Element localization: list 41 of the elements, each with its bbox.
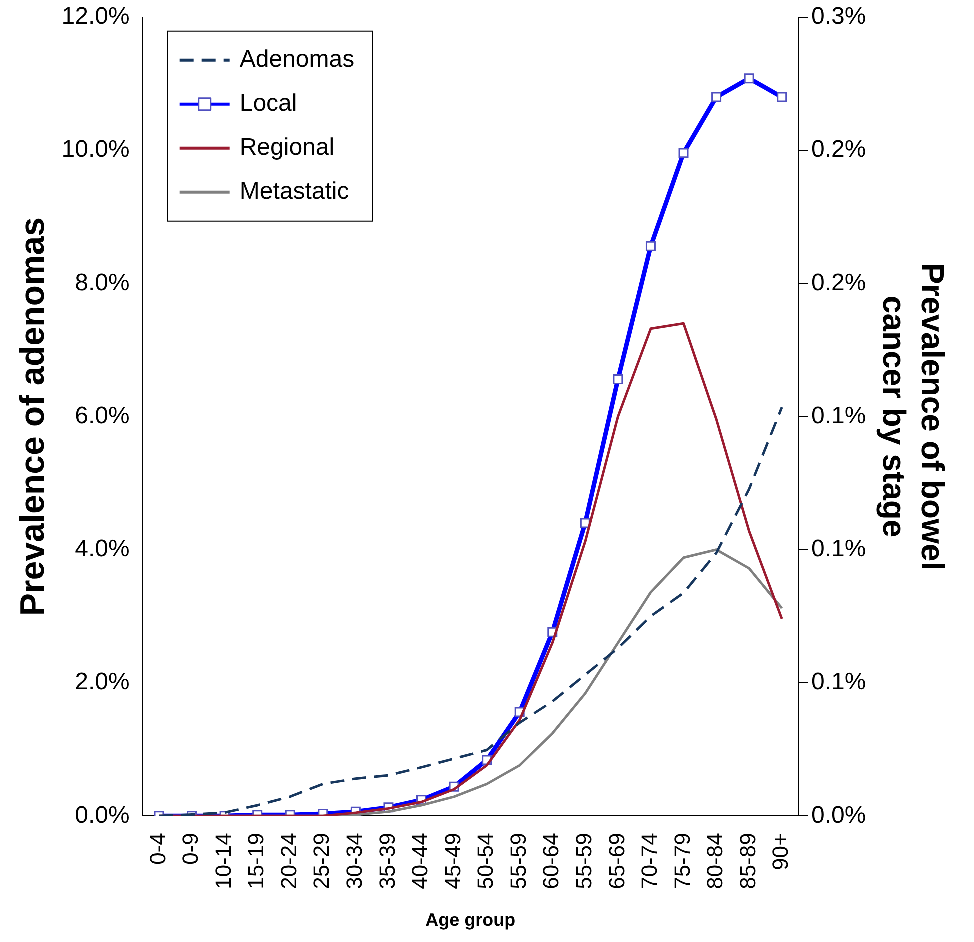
- legend-label: Local: [240, 90, 298, 118]
- y-tick-label: 12.0%: [62, 3, 130, 30]
- x-tick-label: 80-84: [702, 833, 728, 890]
- x-tick-label: 50-54: [473, 833, 498, 890]
- y2-tick-label: 0.2%: [811, 136, 866, 164]
- legend-label: Regional: [240, 134, 335, 162]
- y-tick-label: 8.0%: [75, 269, 130, 296]
- x-tick-label: 35-39: [374, 833, 400, 890]
- legend-label: Adenomas: [240, 46, 355, 74]
- x-tick-label: 70-74: [637, 833, 662, 890]
- x-tick-label: 55-59: [571, 833, 596, 890]
- x-tick-label: 25-29: [309, 833, 334, 890]
- x-tick-label: 55-59: [506, 833, 531, 890]
- x-tick-label: 60-64: [538, 833, 564, 890]
- y2-tick-label: 0.1%: [811, 668, 866, 696]
- x-tick-label: 45-49: [440, 833, 466, 890]
- y-tick-label: 2.0%: [75, 668, 130, 696]
- x-tick-label: 85-89: [735, 833, 760, 890]
- y-tick-label: 10.0%: [62, 136, 130, 164]
- x-tick-label: 15-19: [244, 833, 269, 890]
- x-tick-label: 20-24: [276, 833, 302, 890]
- x-tick-label: 10-14: [210, 833, 236, 890]
- y-tick-label: 6.0%: [75, 402, 130, 430]
- x-tick-label: 65-69: [604, 833, 630, 890]
- x-axis-title: Age group: [426, 910, 516, 930]
- y-tick-label: 4.0%: [75, 536, 130, 563]
- x-tick-label: 40-44: [408, 833, 433, 890]
- y2-tick-label: 0.0%: [811, 802, 866, 829]
- y2-tick-label: 0.1%: [811, 402, 866, 430]
- y2-tick-label: 0.2%: [811, 269, 866, 296]
- y2-axis-title: Prevalence of bowel cancer by stage: [876, 262, 951, 571]
- x-tick-label: 90+: [768, 833, 794, 870]
- legend-label: Metastatic: [240, 178, 350, 206]
- y-axis-title: Prevalence of adenomas: [14, 217, 52, 616]
- y-tick-label: 0.0%: [75, 802, 130, 829]
- x-tick-label: 0-4: [145, 833, 170, 865]
- x-tick-label: 30-34: [342, 833, 367, 890]
- y2-tick-label: 0.1%: [811, 536, 866, 563]
- x-tick-label: 0-9: [178, 833, 204, 865]
- x-tick-label: 75-79: [670, 833, 695, 890]
- y2-tick-label: 0.3%: [811, 3, 866, 30]
